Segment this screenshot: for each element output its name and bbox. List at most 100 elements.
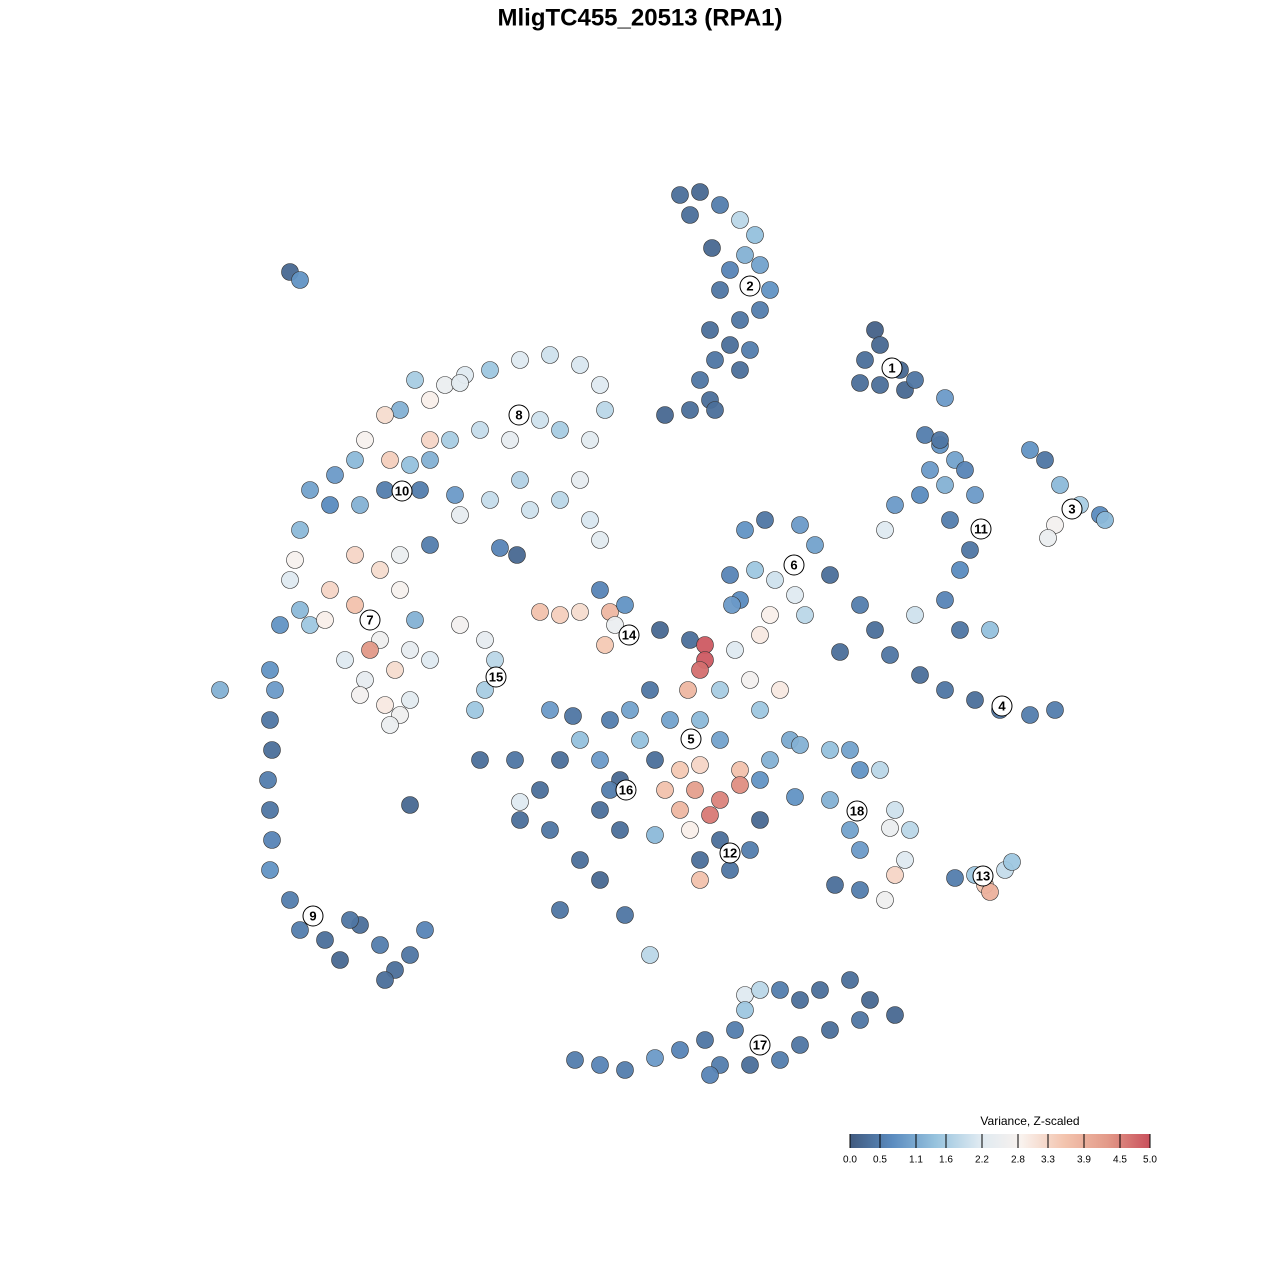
chart-title: MligTC455_20513 (RPA1) bbox=[498, 4, 783, 31]
point bbox=[571, 356, 589, 374]
point bbox=[691, 371, 709, 389]
point bbox=[291, 271, 309, 289]
point bbox=[281, 891, 299, 909]
point bbox=[681, 401, 699, 419]
point bbox=[591, 801, 609, 819]
point bbox=[371, 561, 389, 579]
point bbox=[466, 701, 484, 719]
point bbox=[291, 921, 309, 939]
point bbox=[591, 376, 609, 394]
point bbox=[741, 671, 759, 689]
point bbox=[641, 946, 659, 964]
cluster-label: 7 bbox=[366, 612, 373, 627]
point bbox=[531, 411, 549, 429]
point bbox=[821, 791, 839, 809]
point bbox=[761, 606, 779, 624]
point bbox=[511, 793, 529, 811]
point bbox=[491, 539, 509, 557]
point bbox=[1021, 441, 1039, 459]
point bbox=[531, 781, 549, 799]
point bbox=[681, 206, 699, 224]
point bbox=[671, 801, 689, 819]
point bbox=[376, 481, 394, 499]
point bbox=[731, 311, 749, 329]
point bbox=[946, 869, 964, 887]
point bbox=[736, 986, 754, 1004]
point bbox=[411, 481, 429, 499]
point bbox=[896, 851, 914, 869]
point bbox=[951, 561, 969, 579]
point bbox=[766, 571, 784, 589]
point bbox=[346, 596, 364, 614]
point bbox=[386, 661, 404, 679]
point bbox=[451, 616, 469, 634]
point bbox=[691, 711, 709, 729]
colorbar-tick-label: 5.0 bbox=[1143, 1155, 1157, 1166]
point bbox=[861, 991, 879, 1009]
point bbox=[1003, 853, 1021, 871]
point bbox=[401, 456, 419, 474]
point bbox=[876, 521, 894, 539]
point bbox=[656, 406, 674, 424]
point bbox=[346, 546, 364, 564]
point bbox=[751, 981, 769, 999]
point bbox=[681, 821, 699, 839]
point bbox=[646, 751, 664, 769]
point bbox=[851, 1011, 869, 1029]
point bbox=[631, 731, 649, 749]
cluster-label-bg bbox=[881, 357, 903, 379]
point bbox=[911, 486, 929, 504]
point bbox=[723, 596, 741, 614]
point bbox=[771, 981, 789, 999]
point bbox=[591, 531, 609, 549]
point bbox=[606, 616, 624, 634]
point bbox=[511, 471, 529, 489]
point bbox=[591, 871, 609, 889]
cluster-label: 8 bbox=[515, 407, 522, 422]
point bbox=[291, 521, 309, 539]
point bbox=[376, 406, 394, 424]
point bbox=[259, 771, 277, 789]
cluster-label-bg bbox=[485, 666, 507, 688]
point bbox=[881, 646, 899, 664]
colorbar-tick-label: 1.6 bbox=[939, 1155, 953, 1166]
point bbox=[511, 811, 529, 829]
point bbox=[841, 971, 859, 989]
point bbox=[691, 756, 709, 774]
point bbox=[956, 461, 974, 479]
point bbox=[471, 421, 489, 439]
cluster-label: 1 bbox=[888, 360, 895, 375]
point bbox=[406, 371, 424, 389]
point bbox=[571, 851, 589, 869]
point bbox=[671, 1041, 689, 1059]
point bbox=[966, 486, 984, 504]
colorbar-tick-label: 3.9 bbox=[1077, 1155, 1091, 1166]
point bbox=[301, 481, 319, 499]
point bbox=[871, 376, 889, 394]
point bbox=[741, 841, 759, 859]
point bbox=[481, 361, 499, 379]
point bbox=[551, 421, 569, 439]
cluster-label: 6 bbox=[790, 557, 797, 572]
point bbox=[421, 451, 439, 469]
point bbox=[711, 281, 729, 299]
cluster-label-bg bbox=[391, 480, 413, 502]
point bbox=[726, 641, 744, 659]
point bbox=[711, 196, 729, 214]
point bbox=[261, 801, 279, 819]
point bbox=[581, 431, 599, 449]
point bbox=[841, 821, 859, 839]
point bbox=[791, 1036, 809, 1054]
point bbox=[581, 511, 599, 529]
point bbox=[281, 571, 299, 589]
point bbox=[736, 521, 754, 539]
point bbox=[961, 541, 979, 559]
point bbox=[446, 486, 464, 504]
point bbox=[646, 826, 664, 844]
cluster-label-bg bbox=[618, 624, 640, 646]
colorbar-tick-label: 3.3 bbox=[1041, 1155, 1055, 1166]
point bbox=[301, 616, 319, 634]
point bbox=[736, 1001, 754, 1019]
point bbox=[711, 731, 729, 749]
